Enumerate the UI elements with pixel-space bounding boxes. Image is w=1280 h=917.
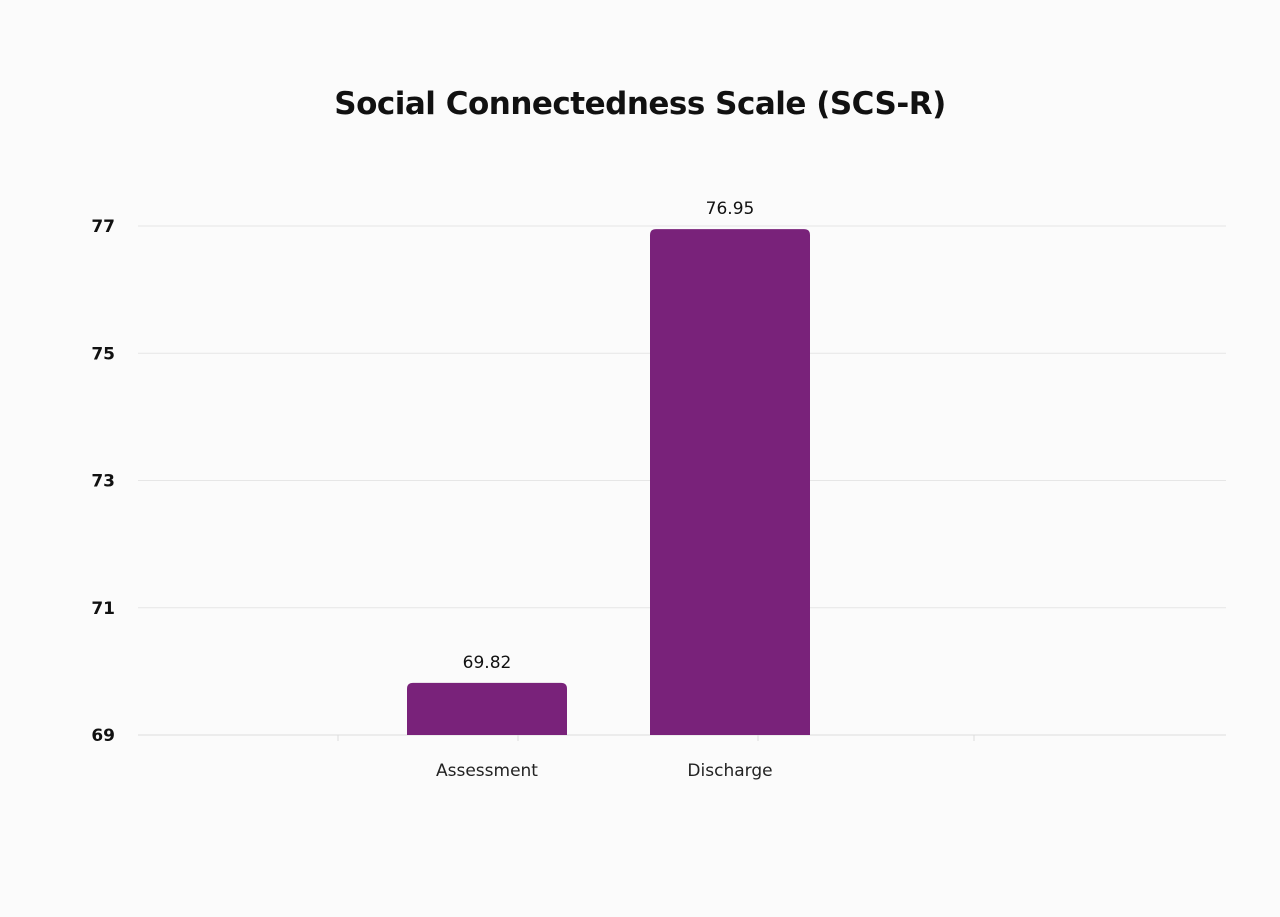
data-label: 69.82 bbox=[463, 653, 512, 673]
data-label: 76.95 bbox=[706, 199, 755, 219]
y-tick-label: 73 bbox=[91, 472, 115, 492]
x-category-label: Discharge bbox=[687, 761, 772, 781]
bar bbox=[650, 229, 810, 735]
y-tick-label: 71 bbox=[91, 599, 115, 619]
chart-title: Social Connectedness Scale (SCS-R) bbox=[334, 86, 946, 122]
y-tick-label: 77 bbox=[91, 217, 115, 237]
y-tick-label: 69 bbox=[91, 726, 115, 746]
bar bbox=[407, 682, 567, 735]
x-category-label: Assessment bbox=[436, 761, 538, 781]
y-tick-label: 75 bbox=[91, 344, 115, 364]
